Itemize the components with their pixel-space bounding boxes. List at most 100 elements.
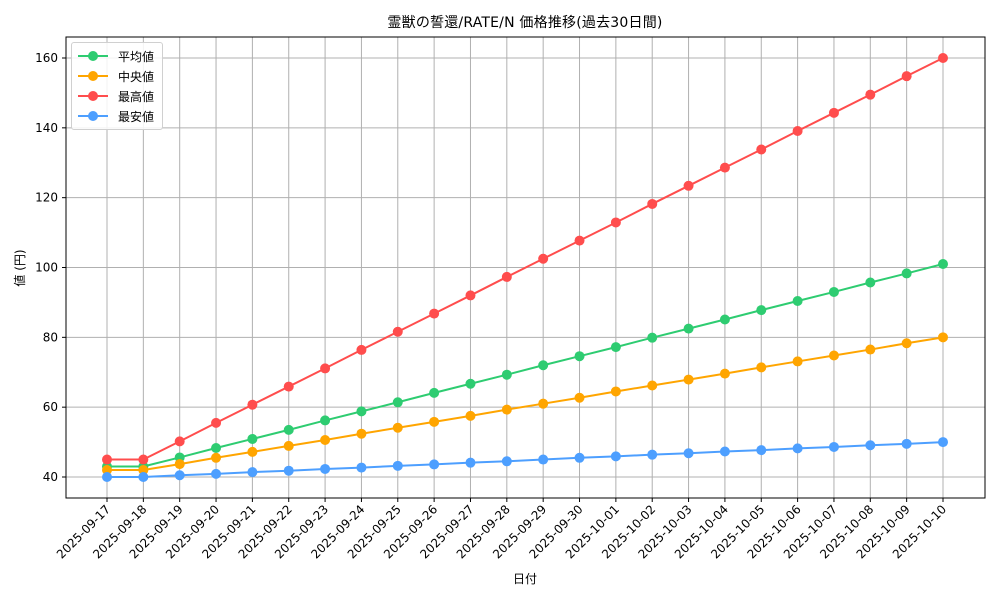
legend-swatch-average — [78, 51, 108, 61]
data-point — [429, 416, 440, 427]
data-point — [501, 369, 512, 380]
data-point — [683, 180, 694, 191]
y-axis-label: 値 (円) — [12, 249, 27, 286]
data-point — [792, 296, 803, 307]
data-point — [102, 465, 112, 476]
data-point — [102, 472, 112, 482]
data-point — [465, 457, 476, 468]
series-line — [102, 53, 948, 465]
data-point — [719, 368, 730, 379]
data-point — [574, 235, 585, 246]
data-point — [792, 443, 803, 454]
data-point — [647, 449, 658, 460]
data-point — [538, 253, 549, 264]
data-point — [647, 332, 658, 343]
legend-label-median: 中央値 — [118, 69, 155, 84]
series-line — [102, 332, 948, 476]
y-axis-ticks: 40 60 80 100 120 140 160 — [35, 51, 66, 484]
data-point — [465, 290, 476, 301]
data-point — [647, 198, 658, 209]
data-point — [429, 308, 440, 319]
data-point — [138, 454, 149, 465]
legend-item-max: 最高値 — [78, 86, 162, 106]
data-point — [610, 451, 621, 462]
data-point — [938, 332, 948, 343]
data-point — [865, 344, 876, 355]
data-point — [610, 386, 621, 397]
data-point — [683, 323, 694, 334]
data-point — [756, 362, 767, 373]
data-point — [174, 459, 185, 470]
data-point — [610, 217, 621, 228]
grid-lines — [66, 37, 985, 498]
x-axis-ticks: 2025-09-172025-09-182025-09-192025-09-20… — [54, 498, 949, 561]
data-point — [247, 446, 258, 457]
y-tick-label: 80 — [43, 330, 58, 344]
data-point — [174, 436, 185, 447]
data-point — [574, 351, 585, 362]
data-point — [320, 463, 331, 474]
data-point — [828, 350, 839, 361]
data-point — [865, 89, 876, 100]
data-point — [501, 404, 512, 415]
legend-swatch-min — [78, 111, 108, 121]
data-point — [356, 462, 367, 473]
y-tick-label: 60 — [43, 400, 58, 414]
series-line — [102, 259, 948, 472]
data-point — [938, 437, 948, 448]
y-tick-label: 40 — [43, 470, 58, 484]
data-point — [174, 470, 185, 481]
data-point — [719, 314, 730, 325]
data-point — [211, 468, 222, 479]
data-point — [283, 465, 294, 476]
data-point — [501, 456, 512, 467]
data-point — [392, 422, 403, 433]
data-point — [828, 107, 839, 118]
data-point — [647, 380, 658, 391]
data-point — [574, 452, 585, 463]
data-point — [320, 434, 331, 445]
legend: 平均値 中央値 最高値 最安値 — [71, 42, 163, 130]
data-point — [138, 472, 149, 482]
data-point — [756, 445, 767, 456]
data-point — [538, 454, 549, 465]
data-point — [247, 433, 258, 444]
data-point — [756, 305, 767, 316]
data-point — [938, 53, 948, 63]
data-point — [683, 374, 694, 385]
data-point — [865, 277, 876, 288]
y-tick-label: 140 — [35, 121, 58, 135]
data-point — [901, 338, 912, 349]
data-point — [392, 397, 403, 408]
data-point — [392, 326, 403, 337]
data-point — [247, 467, 258, 478]
data-point — [901, 71, 912, 82]
legend-label-max: 最高値 — [118, 89, 155, 104]
data-point — [356, 344, 367, 355]
data-point — [792, 356, 803, 367]
data-point — [102, 454, 112, 465]
data-point — [211, 443, 222, 454]
data-point — [429, 459, 440, 470]
data-point — [465, 410, 476, 421]
data-point — [683, 448, 694, 459]
data-point — [610, 342, 621, 353]
legend-label-average: 平均値 — [118, 49, 155, 64]
data-point — [283, 381, 294, 392]
data-point — [247, 399, 258, 410]
data-point — [211, 452, 222, 463]
data-point — [938, 259, 948, 270]
y-tick-label: 160 — [35, 51, 58, 65]
legend-label-min: 最安値 — [118, 109, 155, 124]
series-layer — [102, 53, 948, 482]
y-tick-label: 120 — [35, 191, 58, 205]
data-point — [792, 125, 803, 136]
y-tick-label: 100 — [35, 261, 58, 275]
data-point — [901, 268, 912, 279]
data-point — [538, 398, 549, 409]
data-point — [283, 440, 294, 451]
series-line — [102, 437, 948, 482]
data-point — [719, 446, 730, 457]
x-axis-label: 日付 — [513, 572, 537, 586]
